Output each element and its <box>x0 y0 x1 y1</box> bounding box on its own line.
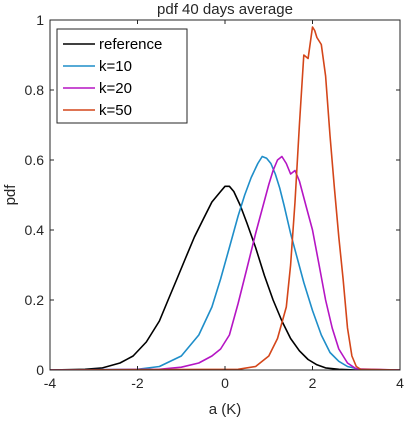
x-tick-label: 2 <box>309 375 317 391</box>
plot-area <box>50 26 400 370</box>
series-line-2 <box>50 155 400 370</box>
series-line-1 <box>50 155 400 370</box>
legend-label-2: k=20 <box>99 80 132 97</box>
y-axis-label: pdf <box>2 184 19 206</box>
series-line-3 <box>50 26 400 370</box>
x-axis-label: a (K) <box>209 401 242 418</box>
x-tick-label: 4 <box>396 375 404 391</box>
y-tick-label: 0 <box>36 362 44 378</box>
y-tick-label: 0.6 <box>25 152 45 168</box>
y-tick-label: 1 <box>36 12 44 28</box>
legend: reference k=10 k=20 k=50 <box>56 28 188 124</box>
y-tick-label: 0.4 <box>25 222 45 238</box>
x-tick-label: -4 <box>44 375 57 391</box>
x-tick-label: 0 <box>221 375 229 391</box>
x-tick-label: -2 <box>131 375 144 391</box>
y-tick-label: 0.8 <box>25 82 45 98</box>
legend-label-1: k=10 <box>99 58 132 75</box>
legend-label-3: k=50 <box>99 102 132 119</box>
ticks: -4 -2 0 2 4 0 0.2 0.4 0.6 0.8 1 <box>25 12 405 391</box>
chart-title: pdf 40 days average <box>157 1 293 18</box>
y-tick-label: 0.2 <box>25 292 45 308</box>
series-line-0 <box>50 185 400 370</box>
legend-label-0: reference <box>99 36 162 53</box>
